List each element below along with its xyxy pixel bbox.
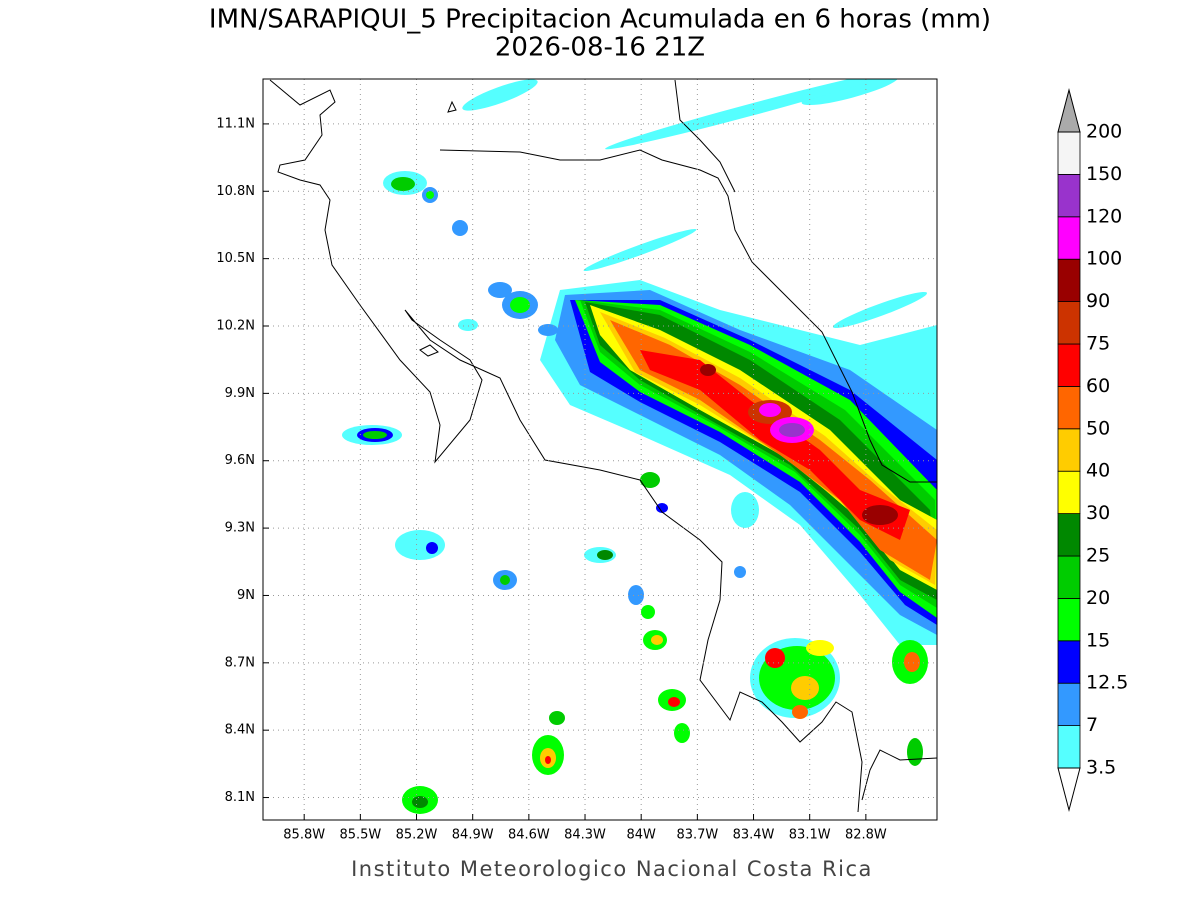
lat-tick-label: 8.1N	[225, 790, 255, 805]
colorbar-segment	[1057, 555, 1081, 599]
lon-tick-label: 83.1W	[789, 828, 831, 843]
lon-tick-label: 85.8W	[283, 828, 325, 843]
lon-tick-label: 85.2W	[396, 828, 438, 843]
lon-tick-label: 83.7W	[676, 828, 718, 843]
footer: Instituto Meteorologico Nacional Costa R…	[351, 857, 873, 881]
lon-tick-label: 84.9W	[452, 828, 494, 843]
colorbar-segment	[1057, 725, 1081, 769]
precipitation-field	[269, 79, 937, 814]
lat-tick-label: 11.1N	[216, 116, 255, 131]
colorbar-under	[1057, 767, 1081, 812]
colorbar-label: 12.5	[1086, 672, 1128, 694]
colorbar-label: 90	[1086, 290, 1110, 312]
scattered-cells	[342, 79, 928, 814]
colorbar-label: 25	[1086, 545, 1110, 567]
lat-tick-label: 9.6N	[225, 453, 255, 468]
colorbar-over	[1057, 88, 1081, 133]
plot-frame	[262, 78, 938, 821]
colorbar-label: 120	[1086, 205, 1122, 227]
colorbar-label: 100	[1086, 248, 1122, 270]
colorbar-segment	[1057, 640, 1081, 684]
colorbar-segment	[1057, 470, 1081, 515]
colorbar-label: 15	[1086, 629, 1110, 651]
colorbar-segment	[1057, 682, 1081, 727]
lat-tick-label: 9.3N	[225, 521, 255, 536]
colorbar-segment	[1057, 385, 1081, 430]
colorbar-segment	[1057, 343, 1081, 387]
lon-tick-label: 82.8W	[845, 828, 887, 843]
colorbar-label: 30	[1086, 502, 1110, 524]
colorbar-segment	[1057, 301, 1081, 345]
lon-tick-label: 84.3W	[564, 828, 606, 843]
lat-tick-label: 10.5N	[216, 251, 255, 266]
colorbar-segment	[1057, 131, 1081, 175]
colorbar-segment	[1057, 216, 1081, 260]
lon-tick-label: 83.4W	[733, 828, 775, 843]
colorbar-segment	[1057, 258, 1081, 303]
colorbar-label: 200	[1086, 121, 1122, 143]
lat-tick-label: 8.7N	[225, 655, 255, 670]
lon-tick-label: 84W	[626, 828, 656, 843]
lat-tick-label: 9.9N	[225, 386, 255, 401]
lat-tick-label: 10.2N	[216, 319, 255, 334]
lat-tick-label: 10.8N	[216, 184, 255, 199]
colorbar-label: 3.5	[1086, 757, 1116, 779]
subtitle: 2026-08-16 21Z	[495, 33, 705, 63]
colorbar-label: 40	[1086, 460, 1110, 482]
colorbar-label: 20	[1086, 587, 1110, 609]
colorbar-label: 60	[1086, 375, 1110, 397]
colorbar-label: 150	[1086, 163, 1122, 185]
lon-tick-label: 85.5W	[339, 828, 381, 843]
lat-tick-label: 8.4N	[225, 723, 255, 738]
lon-tick-label: 84.6W	[508, 828, 550, 843]
lat-tick-label: 9N	[237, 588, 255, 603]
colorbar-label: 75	[1086, 333, 1110, 355]
title: IMN/SARAPIQUI_5 Precipitacion Acumulada …	[209, 5, 991, 35]
colorbar-label: 7	[1086, 714, 1098, 736]
colorbar-segment	[1057, 598, 1081, 642]
colorbar-label: 50	[1086, 417, 1110, 439]
colorbar-segment	[1057, 513, 1081, 557]
colorbar-segment	[1057, 428, 1081, 472]
colorbar-segment	[1057, 173, 1081, 218]
